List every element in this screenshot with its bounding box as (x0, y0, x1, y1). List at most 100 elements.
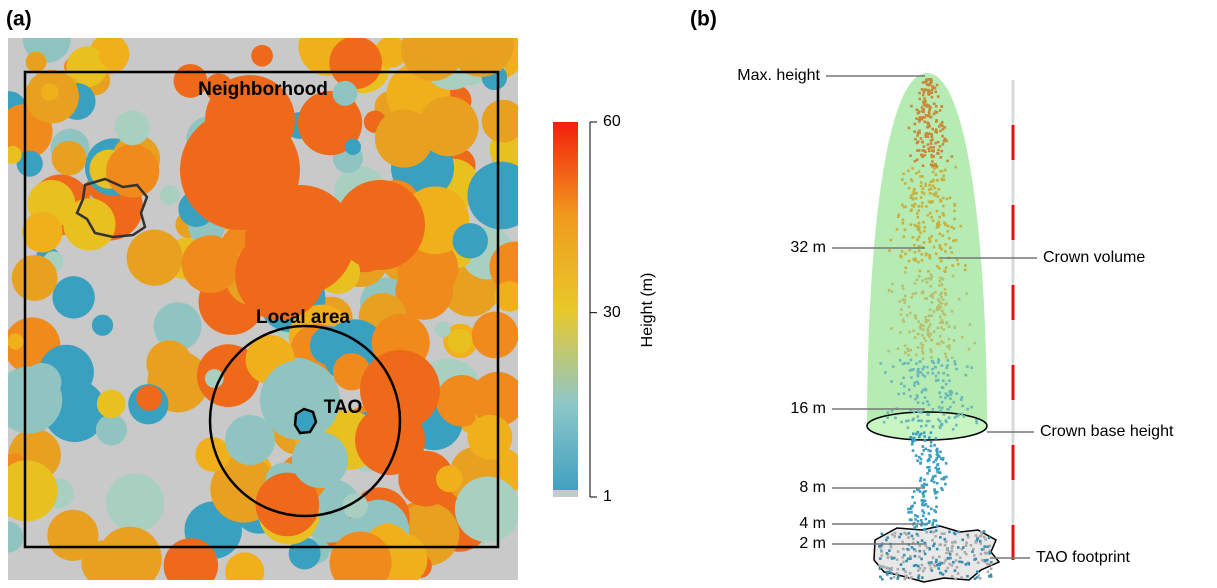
point (915, 172, 918, 175)
tree-crown (22, 212, 63, 253)
point (935, 252, 938, 255)
point (902, 561, 905, 564)
point (919, 462, 922, 465)
point (931, 88, 934, 91)
point (922, 324, 925, 327)
tree-crown (455, 477, 521, 543)
point (949, 246, 952, 249)
point (941, 121, 944, 124)
point (975, 419, 978, 422)
tree-crown (106, 144, 159, 197)
point (932, 171, 935, 174)
point (941, 150, 944, 153)
point (904, 182, 907, 185)
colorbar-bottom (553, 490, 578, 497)
point (945, 540, 948, 543)
point (967, 536, 970, 539)
point (934, 475, 937, 478)
point (891, 533, 894, 536)
point (945, 552, 948, 555)
point (916, 515, 919, 518)
point (903, 392, 906, 395)
tree-crown (115, 110, 150, 145)
point (939, 130, 942, 133)
point (907, 419, 910, 422)
point (909, 557, 912, 560)
point (910, 376, 913, 379)
point (908, 388, 911, 391)
point (944, 288, 947, 291)
point (912, 329, 915, 332)
point (929, 348, 932, 351)
point (911, 496, 914, 499)
tree-crown (333, 81, 358, 106)
point (957, 263, 960, 266)
point (921, 116, 924, 119)
point (948, 338, 951, 341)
point (955, 424, 958, 427)
short-crown (225, 415, 275, 465)
point (917, 565, 920, 568)
point (936, 309, 939, 312)
point (922, 368, 925, 371)
point (934, 291, 937, 294)
point (939, 170, 942, 173)
point (910, 576, 913, 579)
point (910, 178, 913, 181)
point (886, 411, 889, 414)
point (894, 417, 897, 420)
point (976, 570, 979, 573)
point (941, 478, 944, 481)
point (923, 431, 926, 434)
point (979, 542, 982, 545)
point (939, 109, 942, 112)
point (914, 550, 917, 553)
point (884, 371, 887, 374)
point (925, 205, 928, 208)
point (919, 270, 922, 273)
point (910, 210, 913, 213)
point (930, 187, 933, 190)
point (914, 292, 917, 295)
point (931, 96, 934, 99)
point (926, 472, 929, 475)
point (960, 398, 963, 401)
point (925, 531, 928, 534)
point (969, 323, 972, 326)
point (927, 277, 930, 280)
point (945, 476, 948, 479)
point (931, 314, 934, 317)
point (945, 383, 948, 386)
point (990, 567, 993, 570)
point (979, 535, 982, 538)
point (945, 322, 948, 325)
point (880, 554, 883, 557)
point (917, 375, 920, 378)
point (933, 167, 936, 170)
point (925, 483, 928, 486)
point (923, 435, 926, 438)
point (936, 342, 939, 345)
point (917, 205, 920, 208)
point (968, 563, 971, 566)
point (989, 551, 992, 554)
point (920, 185, 923, 188)
point (916, 159, 919, 162)
point (913, 411, 916, 414)
point (921, 539, 924, 542)
point (917, 431, 920, 434)
annotation: TAO (324, 397, 363, 418)
point (922, 493, 925, 496)
point (890, 567, 893, 570)
point (930, 479, 933, 482)
point (934, 110, 937, 113)
height-label: 32 m (790, 239, 826, 256)
tick-label: 1 (603, 488, 612, 505)
tree-crown (472, 312, 519, 359)
point (917, 228, 920, 231)
panel-label: (b) (690, 8, 717, 31)
point (904, 295, 907, 298)
point (961, 336, 964, 339)
point (881, 578, 884, 581)
point (943, 328, 946, 331)
